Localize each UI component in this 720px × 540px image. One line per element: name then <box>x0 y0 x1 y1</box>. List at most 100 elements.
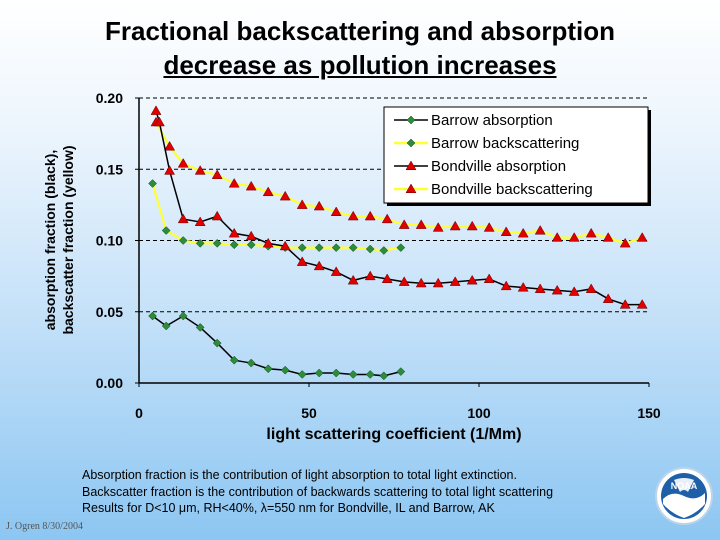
chart-area: 0.00 0.05 0.10 0.15 0.20 0 50 100 150 absorptio… <box>42 90 661 443</box>
point-barrow-absorption-11 <box>331 368 341 378</box>
point-bondville-backscattering-11 <box>330 206 342 216</box>
point-barrow-backscattering-0 <box>148 179 157 188</box>
point-bondville-absorption-6 <box>228 227 240 238</box>
legend-label-bondville-backscattering: Bondville backscattering <box>431 181 593 198</box>
point-barrow-absorption-0 <box>148 311 157 321</box>
series-barrow-backscattering <box>148 179 406 255</box>
point-bondville-absorption-16 <box>398 276 410 286</box>
point-barrow-absorption-12 <box>348 370 358 379</box>
y-tick-label-0: 0.00 <box>96 375 123 391</box>
y-tick-label-2: 0.10 <box>96 233 123 249</box>
point-barrow-backscattering-9 <box>297 243 307 252</box>
point-bondville-backscattering-9 <box>296 199 308 209</box>
point-bondville-backscattering-28 <box>619 237 631 248</box>
point-bondville-absorption-18 <box>432 277 444 288</box>
point-bondville-backscattering-26 <box>585 227 597 238</box>
point-bondville-absorption-22 <box>500 280 512 291</box>
point-bondville-backscattering-17 <box>432 222 444 232</box>
point-barrow-backscattering-12 <box>348 243 358 252</box>
x-tick-labels: 0 50 100 150 <box>135 405 661 421</box>
y-axis-label-line1: absorption fraction (black), <box>42 150 58 330</box>
noaa-logo: NOAA <box>655 467 713 525</box>
point-bondville-absorption-15 <box>381 273 393 283</box>
chart-title-line2: decrease as pollution increases <box>163 50 557 80</box>
point-barrow-absorption-7 <box>263 364 273 374</box>
point-bondville-backscattering-1 <box>164 140 176 151</box>
point-bondville-backscattering-21 <box>500 226 512 236</box>
y-tick-labels: 0.00 0.05 0.10 0.15 0.20 <box>96 90 123 391</box>
point-bondville-backscattering-7 <box>262 186 274 197</box>
point-bondville-absorption-21 <box>483 273 495 283</box>
point-bondville-backscattering-12 <box>347 210 359 221</box>
point-barrow-absorption-3 <box>195 323 205 332</box>
caption-line1: Absorption fraction is the contribution … <box>82 468 517 482</box>
point-barrow-backscattering-2 <box>178 236 188 245</box>
legend-marker-bondville-absorption <box>405 160 417 170</box>
x-tick-label-1: 50 <box>301 405 317 421</box>
series-line-barrow-absorption <box>152 315 401 377</box>
point-bondville-backscattering-18 <box>449 220 461 231</box>
x-tick-label-3: 150 <box>637 405 661 421</box>
point-bondville-absorption-13 <box>347 274 359 285</box>
point-bondville-absorption-4 <box>194 216 206 226</box>
point-bondville-absorption-2 <box>164 165 176 175</box>
point-barrow-absorption-14 <box>379 371 389 381</box>
y-tick-label-4: 0.20 <box>96 90 123 106</box>
legend-marker-bondville-backscattering <box>405 183 417 193</box>
point-barrow-backscattering-4 <box>212 238 222 248</box>
point-barrow-backscattering-14 <box>379 246 389 255</box>
point-bondville-backscattering-6 <box>245 180 257 191</box>
y-tick-label-3: 0.15 <box>96 161 123 177</box>
point-barrow-absorption-15 <box>396 367 406 376</box>
point-bondville-absorption-11 <box>313 260 325 271</box>
series-line-barrow-backscattering <box>151 183 401 252</box>
legend-label-barrow-absorption: Barrow absorption <box>431 112 553 129</box>
point-barrow-backscattering-6 <box>246 240 256 250</box>
legend-marker-barrow-backscattering <box>406 138 416 148</box>
caption-line3: Results for D<10 μm, RH<40%, λ=550 nm fo… <box>82 501 495 515</box>
point-bondville-backscattering-5 <box>228 177 240 188</box>
chart-title-line1: Fractional backscattering and absorption <box>105 16 615 46</box>
point-bondville-absorption-26 <box>568 286 580 296</box>
point-bondville-absorption-12 <box>330 266 342 276</box>
point-bondville-absorption-0 <box>150 105 162 115</box>
point-bondville-absorption-9 <box>279 240 291 251</box>
y-axis-label-line2: backscatter fraction (yellow) <box>60 145 76 334</box>
point-bondville-absorption-8 <box>262 237 274 248</box>
point-bondville-backscattering-29 <box>636 232 648 242</box>
point-bondville-backscattering-4 <box>211 169 223 179</box>
series-bondville-backscattering <box>150 116 648 248</box>
point-barrow-backscattering-13 <box>365 244 375 254</box>
logo-text: NOAA <box>671 481 698 491</box>
point-bondville-absorption-17 <box>415 277 427 288</box>
point-bondville-absorption-30 <box>636 299 648 309</box>
legend-label-bondville-absorption: Bondville absorption <box>431 158 566 175</box>
legend: Barrow absorption Barrow backscattering Bo… <box>383 106 651 206</box>
point-bondville-absorption-23 <box>517 282 529 292</box>
point-bondville-absorption-10 <box>296 256 308 266</box>
point-barrow-backscattering-15 <box>396 243 406 252</box>
point-barrow-absorption-9 <box>297 370 307 379</box>
point-bondville-backscattering-10 <box>313 200 325 211</box>
point-bondville-backscattering-13 <box>364 210 376 221</box>
point-barrow-absorption-4 <box>212 338 222 348</box>
point-bondville-absorption-1 <box>153 116 165 127</box>
point-barrow-absorption-8 <box>280 365 290 375</box>
legend-box <box>383 106 649 204</box>
point-barrow-absorption-1 <box>161 321 171 331</box>
author-credit: J. Ogren 8/30/2004 <box>6 521 83 532</box>
point-bondville-backscattering-8 <box>279 190 291 201</box>
point-bondville-absorption-3 <box>177 213 189 224</box>
point-bondville-backscattering-2 <box>177 158 189 168</box>
x-axis-label: light scattering coefficient (1/Mm) <box>266 426 521 443</box>
point-bondville-absorption-20 <box>466 274 478 285</box>
point-bondville-absorption-29 <box>619 299 631 309</box>
legend-marker-barrow-absorption <box>406 115 416 125</box>
point-bondville-backscattering-19 <box>466 220 478 231</box>
point-barrow-backscattering-3 <box>195 238 205 248</box>
series-barrow-absorption <box>148 311 406 381</box>
point-bondville-absorption-7 <box>245 230 257 241</box>
legend-label-barrow-backscattering: Barrow backscattering <box>431 135 579 152</box>
point-bondville-absorption-14 <box>364 270 376 281</box>
point-bondville-absorption-24 <box>534 283 546 293</box>
